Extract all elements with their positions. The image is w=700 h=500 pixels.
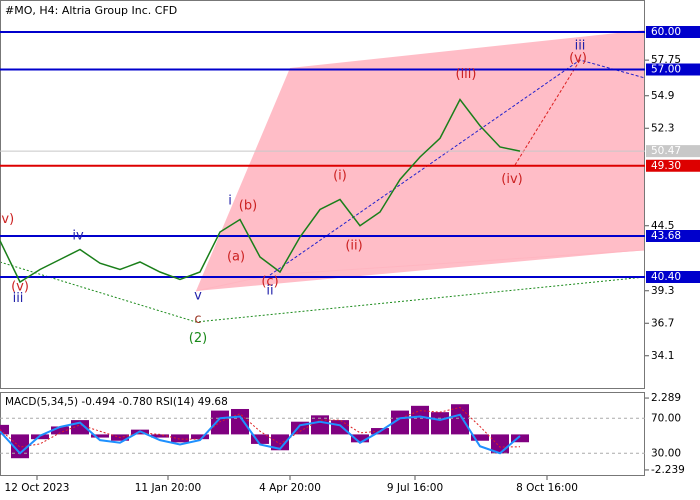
macd-bar [271, 434, 289, 451]
wave-label: (i) [333, 168, 347, 183]
wave-label: c [194, 312, 201, 327]
wave-label: ii [266, 283, 273, 298]
macd-bar [511, 434, 529, 443]
macd-bar [191, 434, 209, 440]
rsi-line [0, 413, 521, 455]
macd-bar [0, 424, 9, 435]
level-tag [646, 145, 700, 158]
macd-bar [331, 420, 349, 435]
macd-bar [211, 410, 229, 435]
level-label: 43.68 [651, 230, 681, 242]
macd-bar [411, 405, 429, 435]
level-label: 40.40 [651, 271, 681, 283]
rsi-tick-label: 30.00 [651, 447, 681, 459]
y-tick-label: 44.5 [651, 220, 674, 232]
level-tag [646, 159, 700, 172]
macd-bar [251, 434, 269, 444]
macd-bar [51, 426, 69, 435]
projection-line [0, 261, 646, 323]
x-tick-label: 9 Jul 16:00 [387, 482, 443, 494]
level-tag [646, 63, 700, 76]
y-tick-label: 52.3 [651, 122, 674, 134]
x-tick-label: 4 Apr 20:00 [259, 482, 321, 494]
wave-label: (b) [239, 198, 257, 213]
wave-label: (iv) [501, 172, 522, 187]
wave-label: (2) [189, 331, 207, 346]
projection-line [269, 59, 646, 276]
wave-label: (v) [569, 51, 587, 66]
macd-bar [151, 434, 169, 438]
chart-title: #MO, H4: Altria Group Inc. CFD [5, 4, 177, 17]
level-tag [646, 271, 700, 283]
y-tick-label: 36.7 [651, 317, 674, 329]
level-label: 60.00 [651, 26, 681, 38]
wave-label: iii [575, 38, 586, 53]
wave-label: (c) [261, 275, 278, 290]
level-label: 57.00 [651, 64, 681, 76]
wave-label: iv) [0, 212, 14, 227]
macd-bar [451, 404, 469, 435]
x-tick-label: 8 Oct 16:00 [516, 482, 578, 494]
x-tick-label: 12 Oct 2023 [5, 482, 70, 494]
macd-bar [391, 410, 409, 435]
level-label: 50.47 [651, 145, 681, 157]
macd-bar [231, 408, 249, 435]
y-tick-label: 57.75 [651, 54, 681, 66]
x-tick-label: 11 Jan 20:00 [135, 482, 201, 494]
macd-bar [91, 434, 109, 438]
wave-label: i [228, 193, 232, 208]
macd-bar [351, 434, 369, 443]
level-tag [646, 26, 700, 38]
macd-tick-label: 2.289 [651, 392, 681, 404]
y-tick-label: 34.1 [651, 350, 674, 362]
macd-bar [11, 434, 29, 459]
macd-bar [311, 415, 329, 435]
macd-bar [431, 412, 449, 435]
wave-label: (v) [11, 280, 29, 295]
price-line [0, 98, 521, 284]
macd-bar [471, 434, 489, 441]
wave-label: (ii) [345, 238, 362, 253]
macd-bar [171, 434, 189, 443]
macd-tick-label: -2.239 [651, 464, 685, 476]
projection-line [514, 59, 581, 166]
wave-label: v [194, 288, 202, 303]
y-tick-label: 39.3 [651, 285, 674, 297]
wave-label: iv [72, 228, 84, 243]
level-tag [646, 230, 700, 242]
wave-label: iii [13, 291, 24, 306]
indicator-label: MACD(5,34,5) -0.494 -0.780 RSI(14) 49.68 [5, 396, 228, 408]
macd-signal [0, 406, 521, 448]
level-label: 49.30 [651, 160, 681, 172]
y-tick-label: 54.9 [651, 90, 674, 102]
wave-label: (iii) [456, 67, 477, 82]
wave-label: (a) [227, 250, 245, 265]
main-panel-border [0, 0, 645, 389]
rsi-tick-label: 70.00 [651, 412, 681, 424]
